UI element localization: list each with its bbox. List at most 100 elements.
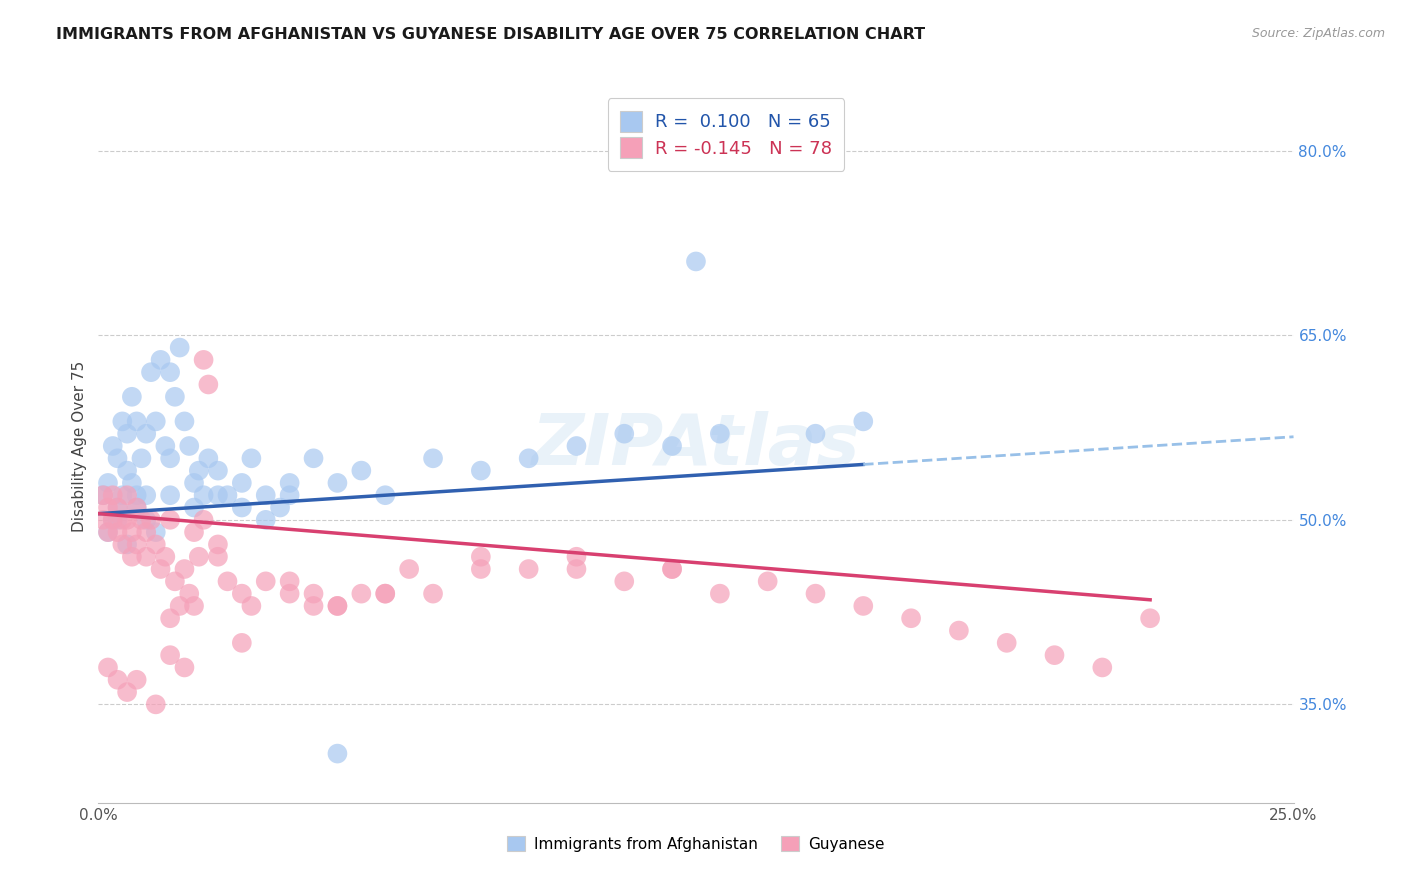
Point (193, 513, 215, 527)
Point (302, 599, 325, 613)
Point (159, 648, 181, 662)
Point (661, 562, 683, 576)
Point (115, 426, 138, 441)
Point (517, 451, 540, 466)
Point (159, 451, 181, 466)
Point (269, 500, 291, 515)
Point (111, 513, 134, 527)
Point (187, 549, 209, 564)
Point (101, 513, 124, 527)
Point (217, 488, 239, 502)
Point (422, 587, 444, 601)
Point (995, 636, 1018, 650)
Point (101, 488, 124, 502)
Point (240, 451, 263, 466)
Point (139, 365, 162, 379)
Point (97, 475, 120, 490)
Point (125, 488, 148, 502)
Point (131, 451, 153, 466)
Point (97, 660, 120, 674)
Point (107, 500, 129, 515)
Point (173, 562, 195, 576)
Point (374, 587, 396, 601)
Point (159, 513, 181, 527)
Point (91, 513, 114, 527)
Point (173, 660, 195, 674)
Point (91, 488, 114, 502)
Point (565, 439, 588, 453)
Point (107, 525, 129, 540)
Point (115, 537, 138, 551)
Point (97, 525, 120, 540)
Point (131, 513, 153, 527)
Point (565, 549, 588, 564)
Point (125, 500, 148, 515)
Point (709, 426, 731, 441)
Point (278, 488, 301, 502)
Point (254, 574, 277, 589)
Point (187, 464, 209, 478)
Point (326, 599, 349, 613)
Point (613, 426, 636, 441)
Text: ZIPAtlas: ZIPAtlas (531, 411, 860, 481)
Point (125, 500, 148, 515)
Point (197, 451, 219, 466)
Point (159, 611, 181, 625)
Point (565, 562, 588, 576)
Point (145, 525, 167, 540)
Point (231, 475, 253, 490)
Point (900, 611, 922, 625)
Point (948, 624, 970, 638)
Point (470, 562, 492, 576)
Point (115, 488, 138, 502)
Point (1139, 611, 1161, 625)
Point (374, 488, 396, 502)
Point (278, 587, 301, 601)
Point (145, 537, 167, 551)
Point (101, 439, 124, 453)
Point (97, 525, 120, 540)
Point (350, 464, 373, 478)
Point (149, 562, 172, 576)
Point (197, 377, 219, 392)
Point (121, 549, 143, 564)
Point (115, 513, 138, 527)
Point (163, 574, 186, 589)
Point (254, 488, 277, 502)
Point (350, 587, 373, 601)
Point (183, 525, 205, 540)
Point (326, 599, 349, 613)
Point (121, 390, 143, 404)
Point (179, 587, 201, 601)
Point (107, 500, 129, 515)
Point (139, 513, 162, 527)
Point (111, 414, 134, 428)
Point (183, 475, 205, 490)
Point (207, 464, 229, 478)
Point (240, 599, 263, 613)
Point (804, 587, 827, 601)
Point (231, 636, 253, 650)
Point (169, 341, 191, 355)
Point (111, 537, 134, 551)
Point (91, 488, 114, 502)
Point (207, 537, 229, 551)
Point (207, 549, 229, 564)
Point (121, 475, 143, 490)
Point (107, 673, 129, 687)
Point (179, 439, 201, 453)
Point (115, 464, 138, 478)
Point (159, 365, 181, 379)
Point (326, 747, 349, 761)
Point (517, 562, 540, 576)
Point (107, 451, 129, 466)
Point (125, 537, 148, 551)
Point (709, 587, 731, 601)
Y-axis label: Disability Age Over 75: Disability Age Over 75 (72, 360, 87, 532)
Point (756, 574, 779, 589)
Point (145, 414, 167, 428)
Text: IMMIGRANTS FROM AFGHANISTAN VS GUYANESE DISABILITY AGE OVER 75 CORRELATION CHART: IMMIGRANTS FROM AFGHANISTAN VS GUYANESE … (56, 27, 925, 42)
Point (278, 574, 301, 589)
Point (183, 500, 205, 515)
Text: Source: ZipAtlas.com: Source: ZipAtlas.com (1251, 27, 1385, 40)
